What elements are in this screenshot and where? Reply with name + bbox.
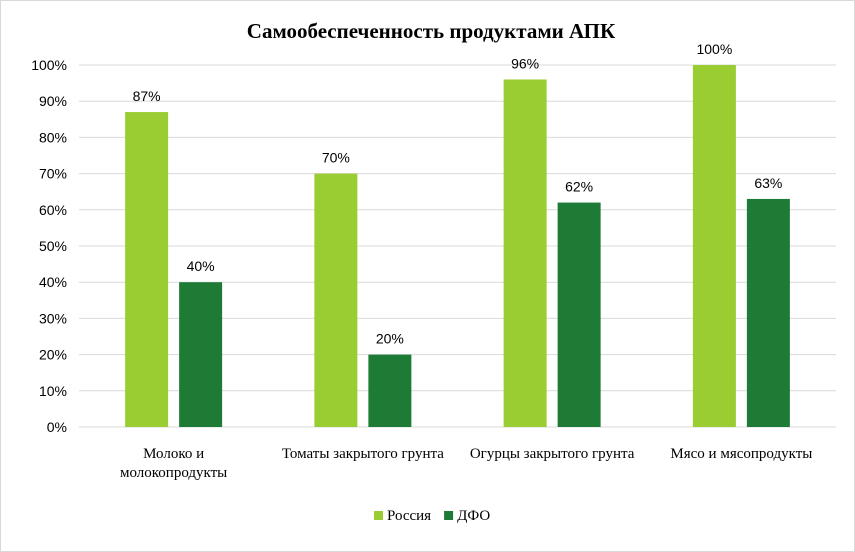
bar-dfo xyxy=(368,354,412,427)
y-tick-label: 10% xyxy=(39,383,67,399)
y-tick-label: 30% xyxy=(39,310,67,326)
y-tick-label: 0% xyxy=(47,419,67,435)
data-labels: 87% 40% 70% 20% 96% 62% 100% 63% xyxy=(133,41,783,347)
data-label: 96% xyxy=(511,55,539,71)
y-tick-label: 40% xyxy=(39,274,67,290)
category-label: Мясо и мясопродукты xyxy=(670,446,812,462)
y-tick-label: 80% xyxy=(39,129,67,145)
legend-swatch xyxy=(444,511,454,520)
bars xyxy=(125,65,790,427)
legend: Россия ДФО xyxy=(374,508,490,524)
y-tick-label: 90% xyxy=(39,93,67,109)
bar-russia xyxy=(692,65,736,427)
data-label: 62% xyxy=(565,179,593,195)
data-label: 70% xyxy=(322,150,350,166)
x-axis: Молоко и молокопродукты Томаты закрытого г… xyxy=(120,446,812,481)
data-label: 100% xyxy=(696,41,732,57)
legend-swatch xyxy=(374,511,383,520)
bar-russia xyxy=(314,173,358,427)
y-tick-label: 70% xyxy=(39,166,67,182)
data-label: 20% xyxy=(376,331,404,347)
legend-label: ДФО xyxy=(457,508,490,524)
bar-russia xyxy=(503,79,547,427)
y-tick-label: 50% xyxy=(39,238,67,254)
y-tick-label: 60% xyxy=(39,202,67,218)
legend-label: Россия xyxy=(387,508,431,524)
data-label: 40% xyxy=(187,258,215,274)
category-label: Молоко и xyxy=(143,446,204,462)
bar-dfo xyxy=(557,202,601,427)
bar-dfo xyxy=(746,198,790,427)
y-tick-label: 20% xyxy=(39,347,67,363)
category-label: Огурцы закрытого грунта xyxy=(470,446,635,462)
bar-dfo xyxy=(179,282,223,427)
category-label: Томаты закрытого грунта xyxy=(282,446,444,462)
chart-title: Самообеспеченность продуктами АПК xyxy=(247,19,616,43)
category-label: молокопродукты xyxy=(120,465,227,481)
data-label: 87% xyxy=(133,88,161,104)
y-tick-label: 100% xyxy=(31,57,67,73)
y-axis: 0% 10% 20% 30% 40% 50% 60% 70% 80% 90% 100% xyxy=(31,57,67,435)
bar-russia xyxy=(125,112,169,427)
data-label: 63% xyxy=(754,175,782,191)
